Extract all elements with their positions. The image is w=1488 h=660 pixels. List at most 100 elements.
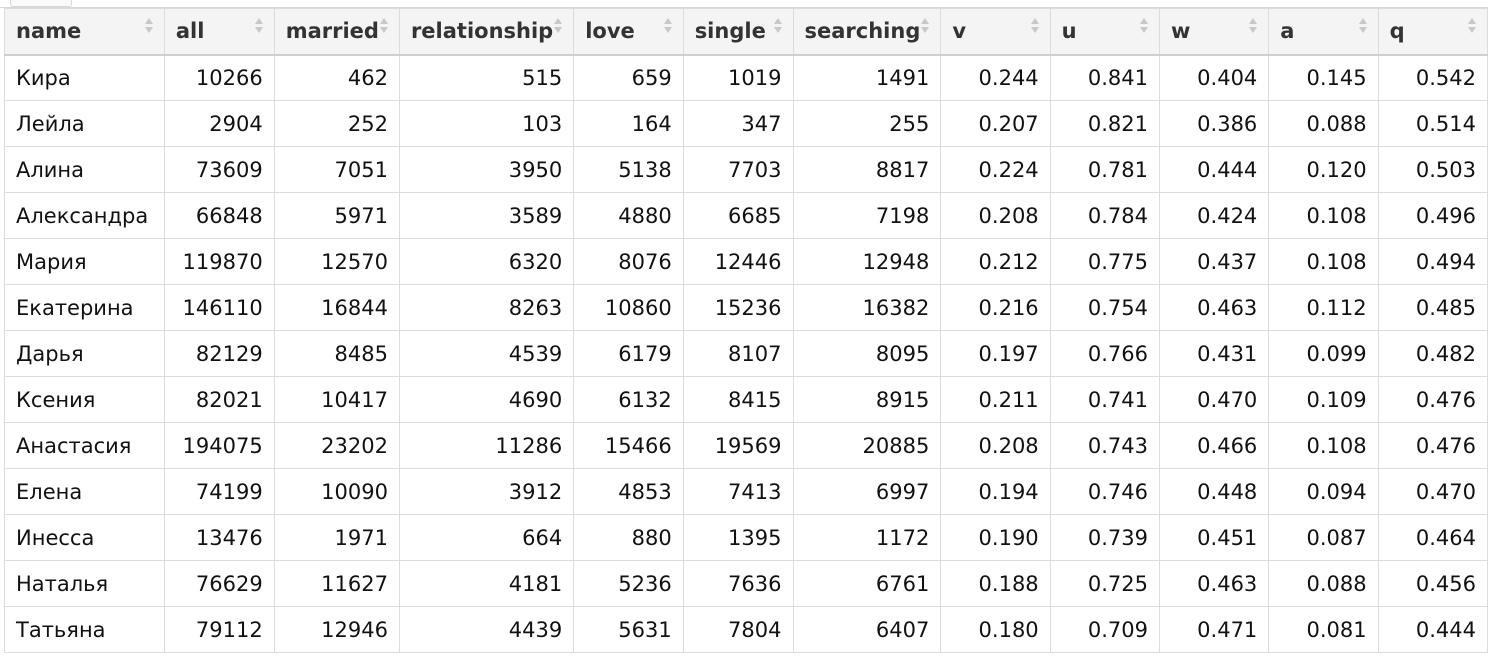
cell-single: 8415 [682, 376, 794, 423]
cell-relationship: 4439 [398, 606, 575, 653]
column-header-a[interactable]: a [1268, 8, 1379, 56]
cell-v: 0.180 [940, 606, 1051, 653]
cell-married: 10417 [273, 376, 400, 423]
cell-w: 0.451 [1158, 514, 1270, 561]
cell-u: 0.725 [1049, 560, 1160, 607]
cell-love: 5138 [573, 146, 684, 193]
sort-ascending-icon [663, 18, 672, 24]
cell-single: 19569 [682, 422, 794, 469]
sort-ascending-icon [1468, 18, 1476, 24]
data-table: name all married relationship love single sear… [4, 8, 1488, 653]
cell-all: 119870 [163, 238, 275, 285]
column-header-u[interactable]: u [1049, 8, 1160, 56]
sort-arrows-icon[interactable] [554, 18, 563, 34]
cell-v: 0.212 [940, 238, 1051, 285]
cell-a: 0.108 [1268, 422, 1379, 469]
cell-q: 0.476 [1377, 422, 1488, 469]
sort-arrows-icon[interactable] [144, 18, 154, 34]
cell-married: 7051 [273, 146, 400, 193]
column-header-q[interactable]: q [1377, 8, 1488, 56]
sort-arrows-icon[interactable] [1030, 18, 1040, 34]
cell-single: 12446 [682, 238, 794, 285]
cell-all: 82129 [163, 330, 275, 377]
cell-single: 7413 [682, 468, 794, 515]
column-header-love[interactable]: love [573, 8, 684, 56]
cell-w: 0.463 [1158, 560, 1270, 607]
sort-arrows-icon[interactable] [1249, 18, 1258, 34]
cell-relationship: 515 [398, 54, 575, 101]
column-header-single[interactable]: single [682, 8, 794, 56]
sort-ascending-icon [254, 18, 263, 24]
column-header-all[interactable]: all [163, 8, 275, 56]
sort-arrows-icon[interactable] [1139, 18, 1149, 34]
sort-arrows-icon[interactable] [921, 18, 930, 34]
column-header-v[interactable]: v [940, 8, 1051, 56]
table-row: Наталья 76629 11627 4181 5236 7636 6761 0.188 0.… [4, 560, 1488, 607]
sort-ascending-icon [1139, 18, 1148, 24]
cell-relationship: 3912 [398, 468, 575, 515]
cell-all: 194075 [163, 422, 275, 469]
cell-v: 0.244 [940, 54, 1051, 101]
cell-relationship: 6320 [398, 238, 575, 285]
column-header-label: relationship [410, 19, 554, 44]
sort-arrows-icon[interactable] [379, 18, 389, 34]
sort-arrows-icon[interactable] [1358, 18, 1368, 34]
cell-searching: 8095 [792, 330, 942, 377]
column-header-name[interactable]: name [4, 8, 165, 56]
sort-descending-icon [379, 27, 388, 33]
sort-descending-icon [663, 27, 672, 33]
cell-relationship: 103 [398, 100, 575, 147]
sort-ascending-icon [554, 18, 563, 24]
table-body: Кира 10266 462 515 659 1019 1491 0.244 0.841 0.40… [4, 54, 1488, 653]
cell-single: 6685 [682, 192, 794, 239]
sort-descending-icon [254, 27, 263, 33]
column-header-w[interactable]: w [1158, 8, 1270, 56]
cell-a: 0.088 [1268, 100, 1379, 147]
cell-a: 0.145 [1268, 54, 1379, 101]
cell-q: 0.494 [1377, 238, 1488, 285]
column-header-label: a [1280, 19, 1295, 44]
column-header-searching[interactable]: searching [792, 8, 942, 56]
column-header-married[interactable]: married [273, 8, 400, 56]
cell-name: Анастасия [4, 422, 165, 469]
table-row: Ксения 82021 10417 4690 6132 8415 8915 0.211 0.7… [4, 376, 1488, 423]
column-header-label: searching [804, 19, 921, 44]
sort-ascending-icon [1249, 18, 1258, 24]
cell-name: Наталья [4, 560, 165, 607]
cell-searching: 6407 [792, 606, 942, 653]
column-header-label: w [1170, 19, 1191, 44]
cell-single: 7636 [682, 560, 794, 607]
cell-married: 12570 [273, 238, 400, 285]
cell-u: 0.775 [1049, 238, 1160, 285]
sort-arrows-icon[interactable] [663, 18, 673, 34]
cell-married: 8485 [273, 330, 400, 377]
cell-q: 0.514 [1377, 100, 1488, 147]
cell-name: Инесса [4, 514, 165, 561]
sort-descending-icon [144, 27, 153, 33]
column-header-label: v [952, 19, 967, 44]
sort-arrows-icon[interactable] [773, 18, 783, 34]
column-header-label: single [694, 19, 766, 44]
cell-a: 0.108 [1268, 238, 1379, 285]
cell-married: 11627 [273, 560, 400, 607]
table-row: Екатерина 146110 16844 8263 10860 15236 16382 0… [4, 284, 1488, 331]
sort-arrows-icon[interactable] [1468, 18, 1477, 34]
table-row: Лейла 2904 252 103 164 347 255 0.207 0.821 0.386 0… [4, 100, 1488, 147]
column-header-relationship[interactable]: relationship [398, 8, 575, 56]
cell-name: Ксения [4, 376, 165, 423]
table-row: Александра 66848 5971 3589 4880 6685 7198 0.208… [4, 192, 1488, 239]
cell-w: 0.386 [1158, 100, 1270, 147]
cell-married: 1971 [273, 514, 400, 561]
table-row: Алина 73609 7051 3950 5138 7703 8817 0.224 0.781… [4, 146, 1488, 193]
cell-q: 0.503 [1377, 146, 1488, 193]
cell-u: 0.709 [1049, 606, 1160, 653]
sort-arrows-icon[interactable] [254, 18, 264, 34]
cell-u: 0.739 [1049, 514, 1160, 561]
column-header-label: u [1061, 19, 1077, 44]
cell-married: 5971 [273, 192, 400, 239]
cell-v: 0.197 [940, 330, 1051, 377]
sort-descending-icon [1358, 27, 1367, 33]
cell-relationship: 8263 [398, 284, 575, 331]
cell-q: 0.464 [1377, 514, 1488, 561]
sort-descending-icon [773, 27, 782, 33]
